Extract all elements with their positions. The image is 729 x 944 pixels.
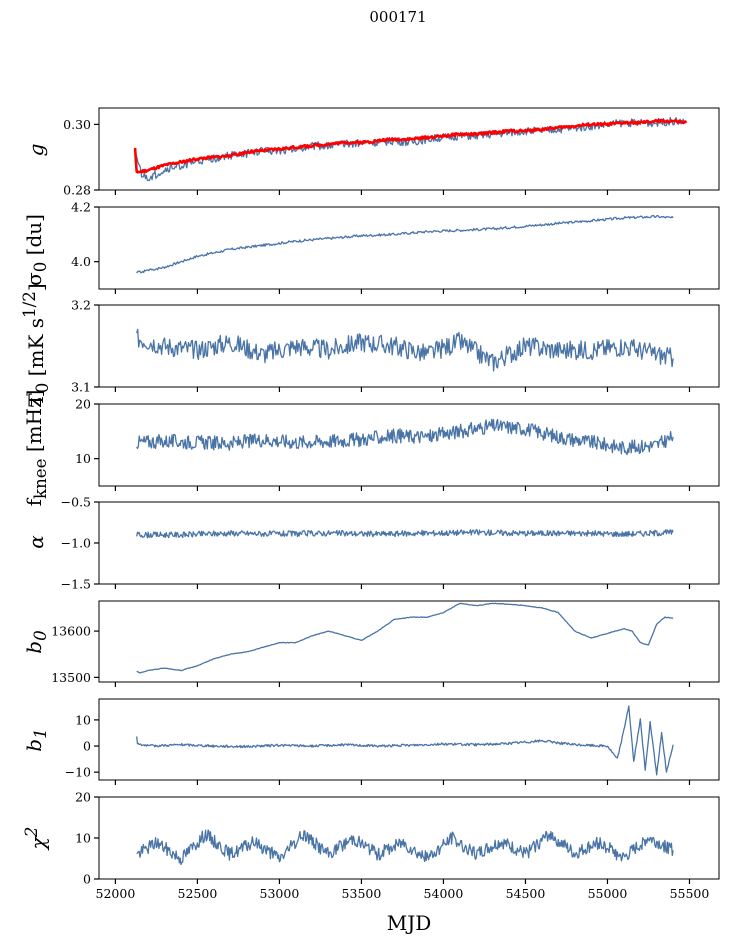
plot-frame xyxy=(98,206,720,290)
panel-b0: 13500 13600 xyxy=(51,600,720,687)
y-tick-label: 0.28 xyxy=(63,183,91,198)
plot-frame xyxy=(98,600,720,683)
figure-title: 000171 xyxy=(369,8,426,26)
y-tick-label: 4.2 xyxy=(71,200,91,215)
x-tick-label: 53000 xyxy=(260,886,300,901)
series-line-chi2 xyxy=(136,829,674,866)
plot-frame xyxy=(98,698,720,781)
series-line-fknee xyxy=(136,418,674,456)
y-tick-label: 0.30 xyxy=(63,117,91,132)
y-tick-label: 10 xyxy=(75,831,91,846)
x-tick-label: 52000 xyxy=(96,886,136,901)
panel-chi2: 0 10 20 52000 52500 53000 53500 54000 54500 55000… xyxy=(75,790,720,901)
panel-b1: −10 0 10 xyxy=(65,698,720,785)
y-tick-label: 10 xyxy=(75,451,91,466)
y-tick-label: −0.5 xyxy=(61,495,91,510)
y-axis-label-b1: b1 xyxy=(22,728,50,752)
series-line-sigma0 xyxy=(136,214,674,274)
y-tick-label: 0 xyxy=(83,872,91,887)
x-axis-label: MJD xyxy=(387,911,432,935)
y-tick-label: 10 xyxy=(75,712,91,727)
x-tick-label: 55500 xyxy=(670,886,710,901)
x-tick-label: 53500 xyxy=(342,886,382,901)
x-tick-label: 55000 xyxy=(588,886,628,901)
y-tick-label: 13600 xyxy=(51,624,91,639)
panel-fknee: 10 20 xyxy=(75,397,720,491)
y-axis-label-sigma0: σ0 [du] xyxy=(22,214,50,286)
y-tick-label: −1.5 xyxy=(61,577,91,592)
y-tick-label: 4.0 xyxy=(71,254,91,269)
series-line-model xyxy=(133,118,688,174)
plot-frame xyxy=(98,304,720,388)
y-tick-label: 0 xyxy=(83,739,91,754)
y-tick-label: −1.0 xyxy=(61,536,91,551)
series-line-b0 xyxy=(136,602,674,674)
y-axis-label-b0: b0 xyxy=(22,630,50,654)
x-tick-label: 52500 xyxy=(178,886,218,901)
plot-frame xyxy=(98,796,720,880)
y-axis-label-T0: T0 [mK s1/2] xyxy=(20,283,52,407)
y-tick-label: 20 xyxy=(75,790,91,805)
y-axis-label-fknee: fknee [mHz] xyxy=(22,389,50,507)
y-axis-label-g: g xyxy=(24,143,48,157)
y-axis-label-chi2: χ2 xyxy=(22,826,50,850)
series-line-alpha xyxy=(136,529,674,539)
y-axis-label-alpha: α xyxy=(24,535,48,549)
plot-frame xyxy=(98,501,720,585)
x-tick-label: 54000 xyxy=(424,886,464,901)
panel-g: 0.28 0.30 xyxy=(63,107,720,198)
y-tick-label: 3.2 xyxy=(71,298,91,313)
y-tick-label: 3.1 xyxy=(71,380,91,395)
y-tick-label: 13500 xyxy=(51,670,91,685)
plot-frame xyxy=(98,403,720,487)
y-tick-label: −10 xyxy=(65,765,91,780)
y-tick-label: 20 xyxy=(75,397,91,412)
panel-sigma0: 4.0 4.2 xyxy=(71,200,720,294)
x-tick-label: 54500 xyxy=(506,886,546,901)
series-line-g xyxy=(134,116,687,182)
series-line-b1 xyxy=(136,705,674,776)
panel-T0: 3.1 3.2 xyxy=(71,298,720,395)
series-line-T0 xyxy=(136,328,674,372)
plot-frame xyxy=(98,107,720,191)
panel-alpha: −1.5 −1.0 −0.5 xyxy=(61,495,720,592)
